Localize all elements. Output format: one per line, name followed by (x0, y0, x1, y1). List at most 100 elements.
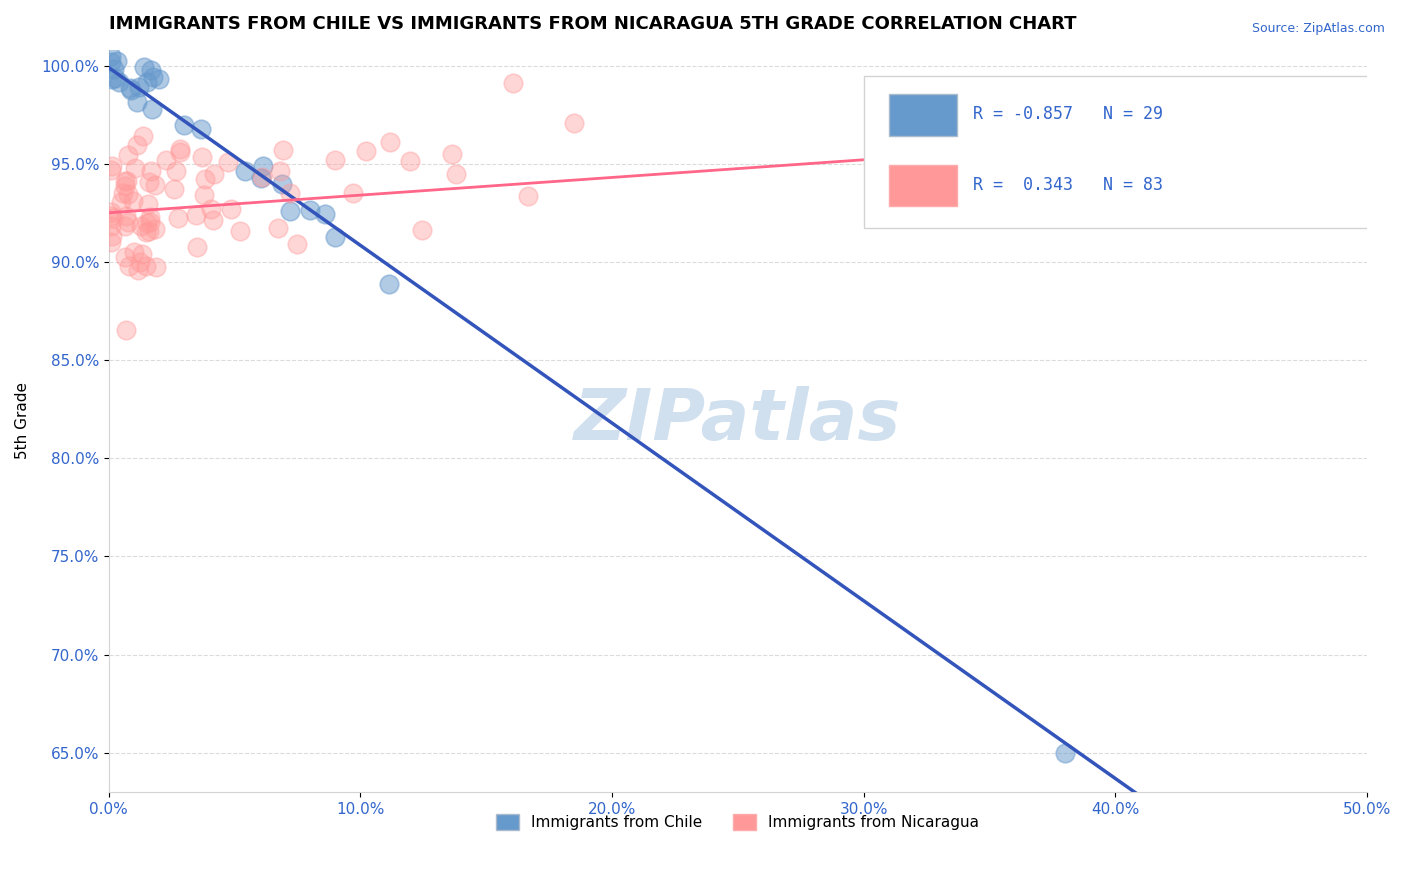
Y-axis label: 5th Grade: 5th Grade (15, 383, 30, 459)
Point (314, 207, 336, 221)
Point (100, 219, 122, 234)
Point (1053, 747, 1076, 761)
Point (120, 82, 142, 96)
Point (117, 186, 139, 201)
Point (117, 148, 139, 162)
Text: IMMIGRANTS FROM CHILE VS IMMIGRANTS FROM NICARAGUA 5TH GRADE CORRELATION CHART: IMMIGRANTS FROM CHILE VS IMMIGRANTS FROM… (108, 15, 1077, 33)
Text: Source: ZipAtlas.com: Source: ZipAtlas.com (1251, 22, 1385, 36)
Point (100, 209, 122, 223)
Point (278, 186, 301, 201)
Point (186, 240, 208, 254)
Point (100, 48, 122, 62)
Point (217, 154, 239, 169)
Point (354, 145, 377, 159)
Point (135, 259, 157, 273)
Point (229, 224, 252, 238)
Point (273, 143, 295, 157)
Point (110, 195, 132, 210)
Point (101, 211, 124, 226)
Point (108, 75, 131, 89)
Point (278, 204, 301, 219)
Point (298, 203, 321, 218)
Point (128, 255, 150, 269)
Point (173, 118, 195, 132)
Point (115, 174, 138, 188)
Point (325, 230, 347, 244)
Point (562, 116, 585, 130)
Point (139, 164, 162, 178)
Point (441, 147, 464, 161)
Point (139, 215, 162, 229)
Point (163, 182, 186, 196)
Point (1002, 132, 1025, 146)
Point (267, 221, 290, 235)
Text: ZIPatlas: ZIPatlas (574, 386, 901, 456)
Text: R =  0.343   N = 83: R = 0.343 N = 83 (973, 176, 1163, 194)
Point (127, 138, 149, 153)
Point (124, 161, 146, 176)
Point (143, 222, 166, 236)
Point (136, 75, 159, 89)
Point (517, 189, 540, 203)
Point (200, 202, 222, 217)
Point (1012, 159, 1035, 173)
Point (399, 153, 422, 168)
Point (138, 175, 160, 189)
Point (132, 60, 155, 74)
Point (169, 142, 191, 156)
Point (269, 164, 291, 178)
Point (342, 186, 364, 201)
Point (139, 62, 162, 77)
Point (100, 163, 122, 178)
Point (378, 135, 401, 149)
Point (169, 145, 191, 159)
Legend: Immigrants from Chile, Immigrants from Nicaragua: Immigrants from Chile, Immigrants from N… (491, 808, 986, 837)
Point (143, 178, 166, 192)
Point (135, 226, 157, 240)
Point (138, 224, 160, 238)
Text: R = -0.857   N = 29: R = -0.857 N = 29 (973, 105, 1163, 123)
Point (135, 216, 157, 230)
Point (444, 167, 467, 181)
Point (101, 159, 124, 173)
Point (131, 247, 153, 261)
Point (219, 202, 242, 216)
Point (114, 178, 136, 193)
Point (118, 80, 141, 95)
Point (148, 71, 170, 86)
FancyBboxPatch shape (889, 165, 956, 206)
Point (122, 194, 145, 208)
Point (191, 151, 214, 165)
Point (1337, 98, 1360, 112)
Point (103, 62, 125, 76)
Point (250, 171, 273, 186)
Point (118, 259, 141, 273)
Point (128, 80, 150, 95)
Point (201, 213, 224, 227)
Point (250, 169, 273, 184)
Point (132, 128, 155, 143)
Point (194, 171, 217, 186)
Point (114, 174, 136, 188)
Point (378, 277, 401, 291)
Point (141, 102, 163, 116)
Point (100, 204, 122, 219)
Point (127, 263, 149, 277)
Point (165, 164, 187, 178)
Point (114, 219, 136, 233)
Point (136, 196, 159, 211)
FancyBboxPatch shape (863, 76, 1374, 228)
Point (1188, 152, 1211, 166)
Point (100, 54, 122, 69)
Point (100, 72, 122, 87)
Point (411, 223, 433, 237)
Point (145, 260, 167, 275)
Point (202, 167, 225, 181)
Point (117, 215, 139, 229)
Point (101, 229, 124, 244)
Point (271, 178, 294, 192)
Point (233, 163, 256, 178)
Point (1007, 161, 1029, 175)
Point (131, 219, 153, 233)
Point (155, 153, 177, 168)
